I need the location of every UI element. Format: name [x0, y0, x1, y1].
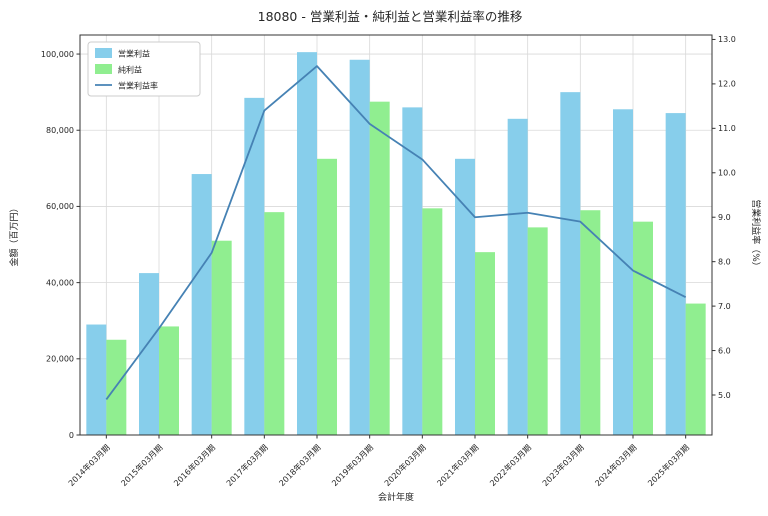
- y-axis-tick-label-right: 5.0: [718, 391, 731, 400]
- x-axis-tick-label: 2024年03月期: [593, 442, 639, 488]
- y-axis-tick-label-right: 10.0: [718, 169, 736, 178]
- bar-operating-profit: [613, 109, 633, 436]
- y-axis-tick-label-left: 0: [69, 431, 74, 440]
- bar-net-profit: [633, 221, 653, 435]
- bar-net-profit: [211, 240, 232, 435]
- y-axis-tick-label-left: 100,000: [41, 50, 74, 59]
- bar-net-profit: [527, 227, 548, 435]
- legend-swatch-operating-profit: [95, 48, 112, 58]
- bar-operating-profit: [244, 97, 265, 435]
- y-axis-tick-label-left: 40,000: [46, 278, 74, 287]
- bar-operating-profit: [139, 273, 159, 435]
- bar-operating-profit: [191, 174, 212, 436]
- y-axis-label-left: 金額（百万円）: [8, 203, 20, 266]
- legend-label-net-profit: 純利益: [118, 65, 142, 75]
- y-axis-tick-label-right: 7.0: [718, 302, 731, 311]
- y-axis-tick-label-right: 12.0: [718, 80, 736, 89]
- y-axis-tick-label-left: 60,000: [46, 202, 74, 211]
- bar-net-profit: [475, 252, 495, 435]
- legend: 営業利益 純利益 営業利益率: [87, 41, 201, 97]
- bar-operating-profit: [507, 118, 528, 436]
- legend-label-operating-margin: 営業利益率: [118, 81, 158, 91]
- bar-net-profit: [685, 303, 706, 435]
- x-axis-tick-label: 2016年03月期: [171, 442, 217, 488]
- bar-operating-profit: [349, 59, 370, 436]
- y-axis-tick-label-left: 20,000: [46, 355, 74, 364]
- x-axis-tick-label: 2014年03月期: [66, 442, 112, 488]
- x-axis-tick-label: 2019年03月期: [329, 442, 375, 488]
- y-axis-label-right: 営業利益率（%）: [750, 199, 762, 271]
- bar-operating-profit: [297, 52, 317, 436]
- x-axis-tick-label: 2022年03月期: [487, 442, 533, 488]
- bar-operating-profit: [86, 324, 107, 435]
- y-axis-tick-label-right: 8.0: [718, 257, 731, 266]
- x-axis-tick-label: 2018年03月期: [277, 442, 323, 488]
- bar-operating-profit: [455, 158, 475, 436]
- bar-net-profit: [159, 326, 179, 435]
- operating-margin-line: [105, 65, 687, 400]
- x-axis-tick-label: 2017年03月期: [224, 442, 270, 488]
- y-axis-tick-label-right: 6.0: [718, 346, 731, 355]
- y-axis-tick-label-right: 13.0: [718, 35, 736, 44]
- bar-net-profit: [317, 158, 337, 436]
- x-axis-tick-label: 2015年03月期: [119, 442, 165, 488]
- x-axis-tick-label: 2023年03月期: [540, 442, 586, 488]
- x-axis-label: 会計年度: [378, 491, 414, 503]
- y-axis-tick-label-left: 80,000: [46, 126, 74, 135]
- bar-net-profit: [369, 101, 390, 436]
- bar-net-profit: [422, 208, 443, 435]
- x-axis-tick-label: 2025年03月期: [645, 442, 691, 488]
- bar-net-profit: [264, 212, 285, 435]
- bar-net-profit: [580, 210, 601, 435]
- plot-border: [79, 34, 713, 436]
- legend-box: [87, 41, 201, 97]
- line-series-layer: [105, 65, 687, 400]
- x-axis-tick-label: 2021年03月期: [435, 442, 481, 488]
- legend-swatch-net-profit: [95, 64, 112, 74]
- bar-operating-profit: [665, 113, 686, 435]
- y-axis-tick-label-right: 11.0: [718, 124, 736, 133]
- chart-title: 18080 - 営業利益・純利益と営業利益率の推移: [258, 9, 523, 24]
- x-axis-tick-label: 2020年03月期: [382, 442, 428, 488]
- legend-label-operating-profit: 営業利益: [118, 49, 150, 59]
- y-axis-tick-label-right: 9.0: [718, 213, 731, 222]
- bar-operating-profit: [402, 107, 423, 435]
- bar-operating-profit: [560, 92, 581, 436]
- bars-layer: [86, 52, 706, 436]
